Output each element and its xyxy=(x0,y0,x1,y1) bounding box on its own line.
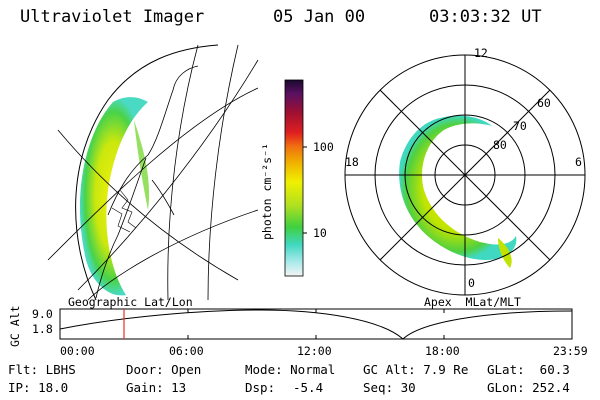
timeline-xtick-1200: 12:00 xyxy=(297,344,332,358)
aurora-emission-geo xyxy=(79,97,148,296)
dsp-value: -5.4 xyxy=(293,380,324,395)
mlt-label-12: 12 xyxy=(474,46,488,60)
geographic-label: Geographic Lat/Lon xyxy=(68,295,193,309)
timeline-xtick-2359: 23:59 xyxy=(553,344,588,358)
seq-info: Seq: 30 xyxy=(363,380,416,395)
timeline-xtick-0000: 00:00 xyxy=(60,344,95,358)
longitude-line xyxy=(207,44,239,301)
time-label: 03:03:32 UT xyxy=(429,7,542,27)
mlt-label-6: 6 xyxy=(575,155,582,169)
altitude-timeline xyxy=(59,308,573,340)
colorbar-tick-100: 100 xyxy=(313,140,334,154)
latitude-line xyxy=(77,59,259,291)
colorbar-unit-label: photon cm⁻²s⁻¹ xyxy=(260,143,274,240)
mlat-label-70: 70 xyxy=(513,119,527,133)
mlt-label-18: 18 xyxy=(345,155,359,169)
altitude-curve xyxy=(59,309,573,340)
dsp-label: Dsp: xyxy=(245,380,276,395)
timeline-xtick-1800: 18:00 xyxy=(425,344,460,358)
mlat-label-60: 60 xyxy=(537,96,551,110)
aurora-emission-polar xyxy=(399,115,517,260)
mlat-label-80: 80 xyxy=(493,138,507,152)
polar-label: Apex MLat/MLT xyxy=(424,295,521,309)
mlt-label-0: 0 xyxy=(468,276,475,290)
colorbar-tick-10: 10 xyxy=(313,226,327,240)
date-label: 05 Jan 00 xyxy=(273,7,366,27)
timeline-xtick-0600: 06:00 xyxy=(169,344,204,358)
timeline-ytick-9: 9.0 xyxy=(32,307,53,321)
mlt-line xyxy=(379,89,551,261)
longitude-line xyxy=(167,44,199,301)
latitude-line xyxy=(47,87,259,261)
colorbar xyxy=(284,79,307,277)
timeline-ytick-1-8: 1.8 xyxy=(32,322,53,336)
ip-info: IP: 18.0 xyxy=(8,380,69,395)
geographic-map xyxy=(47,44,259,301)
glon-info: GLon: 252.4 xyxy=(487,380,570,395)
latitude-line xyxy=(87,209,259,301)
mode-info: Mode: Normal xyxy=(245,362,336,377)
door-info: Door: Open xyxy=(126,362,202,377)
filter-info: Flt: LBHS xyxy=(8,362,76,377)
gain-info: Gain: 13 xyxy=(126,380,187,395)
polar-plot xyxy=(344,54,586,296)
timeline-y-label: GC Alt xyxy=(8,305,22,347)
longitude-line xyxy=(57,129,239,281)
gc-alt-info: GC Alt: 7.9 Re xyxy=(363,362,469,377)
instrument-title: Ultraviolet Imager xyxy=(20,7,205,27)
glat-info: GLat: 60.3 xyxy=(487,362,570,377)
earth-limb xyxy=(75,44,219,301)
